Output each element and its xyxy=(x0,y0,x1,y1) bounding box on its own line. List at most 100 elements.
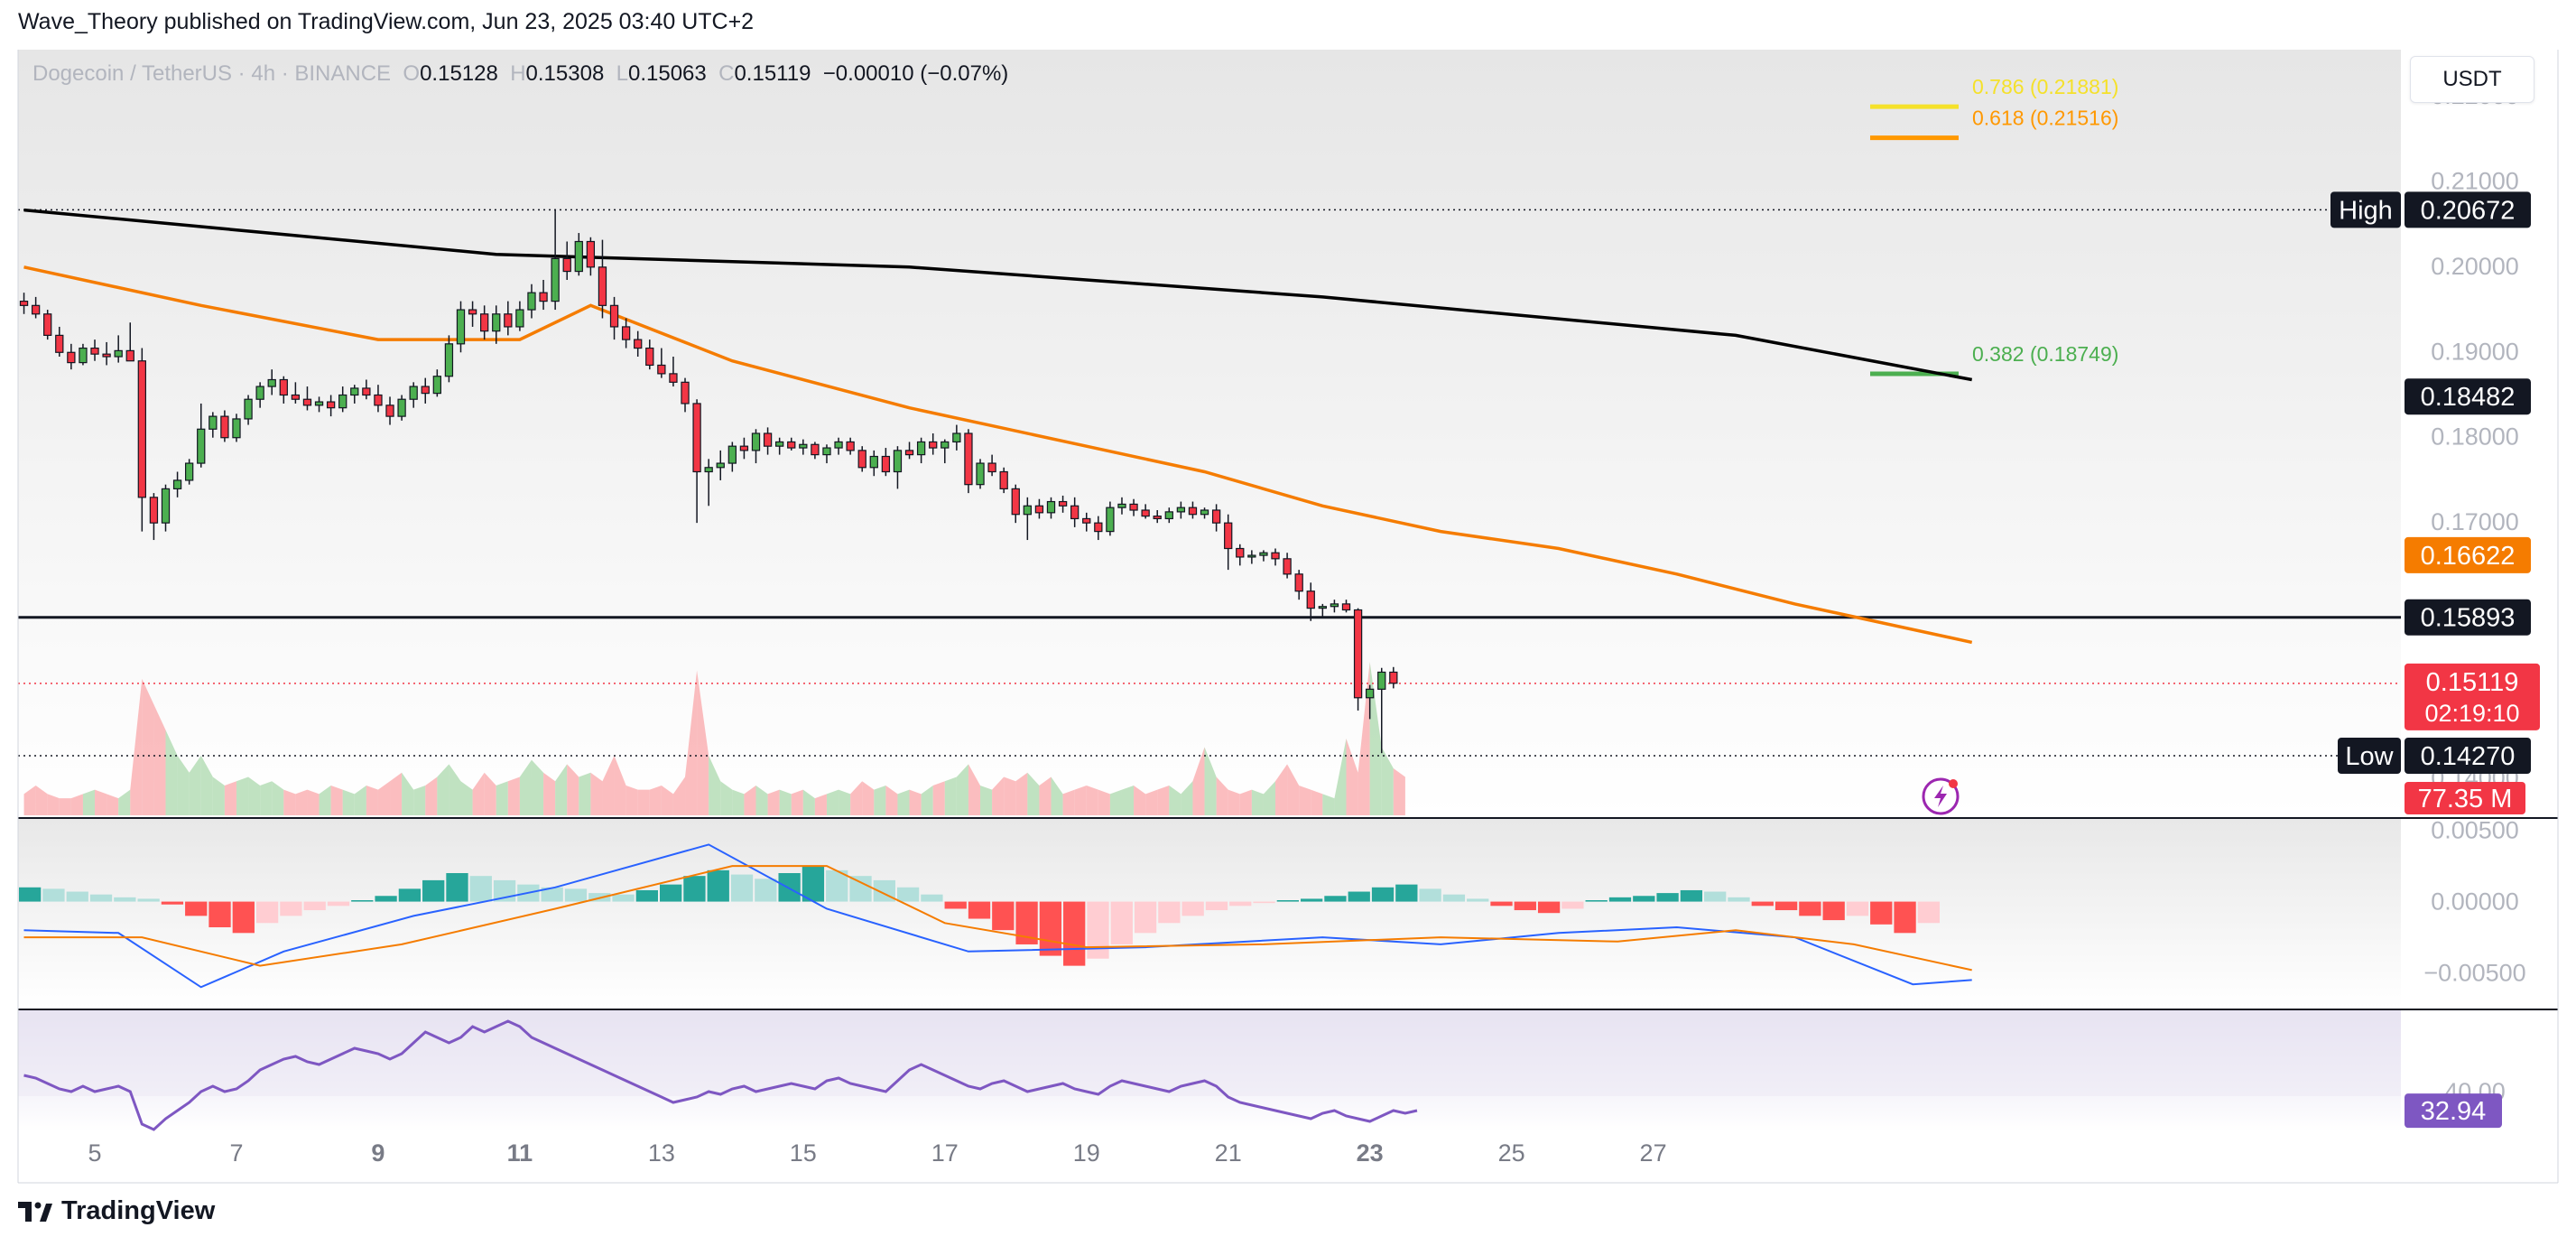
candle[interactable] xyxy=(397,395,406,421)
macd-signal-line[interactable] xyxy=(23,865,1972,972)
candle[interactable] xyxy=(586,237,596,276)
candle[interactable] xyxy=(904,442,914,460)
candle[interactable] xyxy=(751,429,761,464)
candle[interactable] xyxy=(1271,548,1280,566)
candle[interactable] xyxy=(669,357,678,387)
candle[interactable] xyxy=(409,382,418,408)
candle[interactable] xyxy=(634,330,643,357)
candle[interactable] xyxy=(527,284,536,319)
candle[interactable] xyxy=(763,427,773,455)
candle[interactable] xyxy=(999,467,1008,494)
candle[interactable] xyxy=(1011,484,1020,524)
candle[interactable] xyxy=(267,369,276,395)
candle[interactable] xyxy=(456,301,466,353)
candle[interactable] xyxy=(220,410,229,442)
candle[interactable] xyxy=(621,318,631,349)
candle[interactable] xyxy=(125,322,134,362)
candle[interactable] xyxy=(539,280,548,311)
candle[interactable] xyxy=(574,233,583,276)
candle[interactable] xyxy=(1200,507,1209,519)
candle[interactable] xyxy=(562,241,571,281)
candle[interactable] xyxy=(350,385,359,404)
candle[interactable] xyxy=(987,454,996,477)
tradingview-footer[interactable]: TradingView xyxy=(18,1196,215,1226)
candle[interactable] xyxy=(1283,553,1292,579)
candle[interactable] xyxy=(326,395,336,417)
candle[interactable] xyxy=(1318,603,1327,618)
candle[interactable] xyxy=(79,343,88,366)
candle[interactable] xyxy=(1176,501,1186,519)
candle[interactable] xyxy=(1034,498,1044,519)
candle[interactable] xyxy=(421,377,430,404)
candle[interactable] xyxy=(681,377,690,413)
candle[interactable] xyxy=(314,396,324,413)
candle[interactable] xyxy=(716,450,725,480)
candle[interactable] xyxy=(244,395,253,425)
candle[interactable] xyxy=(1294,570,1303,600)
candle[interactable] xyxy=(645,339,654,370)
candle[interactable] xyxy=(775,437,784,455)
candle[interactable] xyxy=(846,437,855,455)
candle[interactable] xyxy=(1366,684,1375,720)
candle[interactable] xyxy=(208,412,218,438)
candle[interactable] xyxy=(869,450,878,477)
candle[interactable] xyxy=(374,385,383,413)
candle[interactable] xyxy=(1153,510,1162,524)
candle[interactable] xyxy=(1094,516,1103,541)
candle[interactable] xyxy=(657,348,666,378)
candle[interactable] xyxy=(291,382,301,404)
candle[interactable] xyxy=(1058,495,1068,513)
candle[interactable] xyxy=(1353,608,1363,711)
candle[interactable] xyxy=(1070,497,1080,527)
candle[interactable] xyxy=(1330,600,1339,613)
candle[interactable] xyxy=(976,459,985,489)
candle[interactable] xyxy=(161,484,171,532)
macd-line[interactable] xyxy=(23,843,1972,989)
candle[interactable] xyxy=(185,459,194,485)
lightning-icon[interactable] xyxy=(1922,777,1960,815)
ema-slow-line[interactable] xyxy=(23,208,1973,382)
candle[interactable] xyxy=(102,341,111,366)
candle[interactable] xyxy=(941,439,950,464)
candle[interactable] xyxy=(1211,504,1221,532)
candle[interactable] xyxy=(1247,550,1256,564)
candle[interactable] xyxy=(43,310,52,340)
candle[interactable] xyxy=(137,348,146,532)
candle[interactable] xyxy=(727,442,737,472)
candle[interactable] xyxy=(857,446,866,472)
candle[interactable] xyxy=(1129,498,1138,516)
candle[interactable] xyxy=(504,301,513,336)
candle[interactable] xyxy=(964,429,973,494)
candle[interactable] xyxy=(893,446,903,489)
candle[interactable] xyxy=(172,471,182,497)
candle[interactable] xyxy=(444,335,454,383)
candle[interactable] xyxy=(492,305,501,344)
candle[interactable] xyxy=(362,379,371,400)
candle[interactable] xyxy=(598,239,607,319)
candle[interactable] xyxy=(302,386,312,411)
rsi-line[interactable] xyxy=(23,1019,1418,1131)
candle[interactable] xyxy=(952,424,961,451)
candle[interactable] xyxy=(609,296,619,340)
candle[interactable] xyxy=(55,326,64,357)
candle[interactable] xyxy=(704,459,713,507)
candle[interactable] xyxy=(1082,512,1091,532)
candle[interactable] xyxy=(197,403,206,468)
candle[interactable] xyxy=(480,305,489,340)
candle[interactable] xyxy=(1236,544,1245,566)
currency-selector[interactable]: USDT xyxy=(2410,56,2534,103)
candle[interactable] xyxy=(255,382,264,408)
candle[interactable] xyxy=(1341,600,1351,613)
candle[interactable] xyxy=(149,493,159,541)
candle[interactable] xyxy=(551,209,560,311)
candle[interactable] xyxy=(67,343,76,370)
candle[interactable] xyxy=(739,437,749,460)
candle[interactable] xyxy=(929,433,938,455)
candle[interactable] xyxy=(338,386,347,413)
candle[interactable] xyxy=(468,301,477,327)
candle[interactable] xyxy=(799,439,808,455)
candle[interactable] xyxy=(1117,497,1126,515)
symbol-legend[interactable]: Dogecoin / TetherUS · 4h · BINANCE O0.15… xyxy=(32,61,1008,87)
candle[interactable] xyxy=(114,335,123,363)
